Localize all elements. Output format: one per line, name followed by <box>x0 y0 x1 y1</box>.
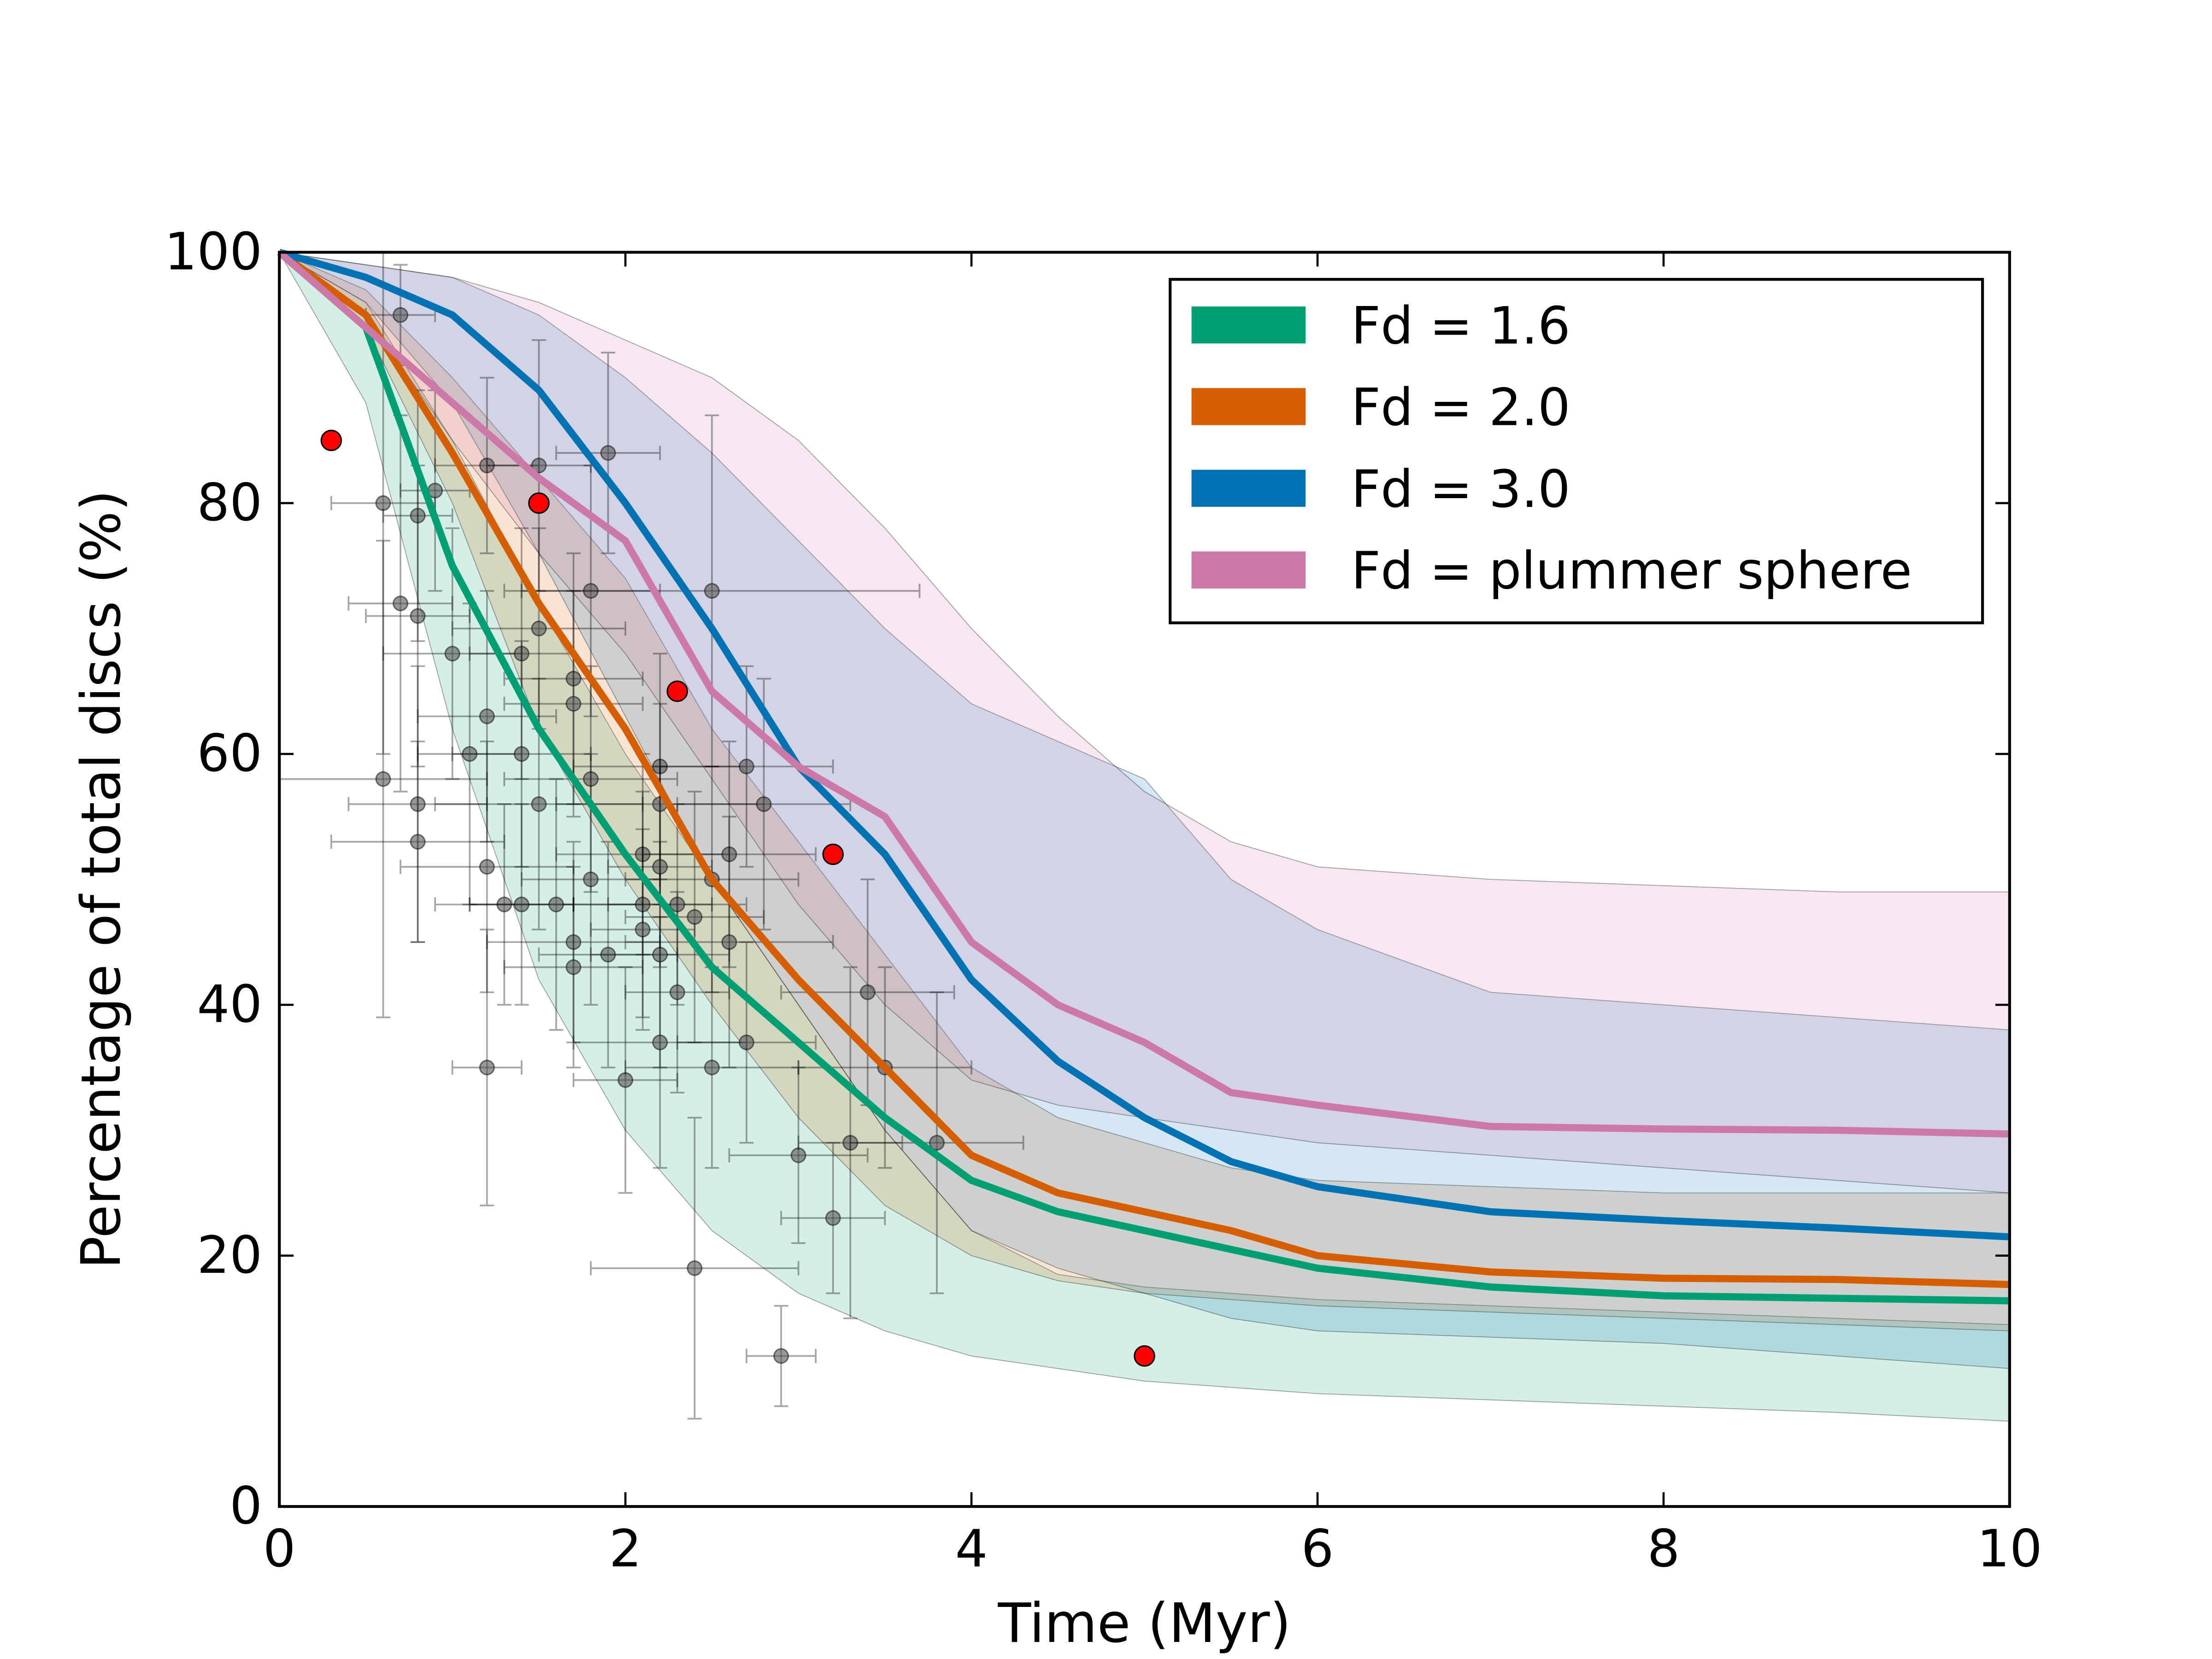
observation-point <box>738 759 754 775</box>
observation-point <box>565 959 582 975</box>
legend-label: Fd = 2.0 <box>1351 378 1571 438</box>
observation-point <box>410 507 426 524</box>
observation-point <box>513 646 529 662</box>
legend-swatch <box>1191 470 1306 507</box>
observation-point <box>825 1210 841 1226</box>
highlighted-point <box>1134 1345 1155 1367</box>
observation-point <box>669 896 685 912</box>
observation-point <box>496 896 512 912</box>
observation-point <box>583 771 599 787</box>
observation-point <box>721 934 737 950</box>
legend-label: Fd = 1.6 <box>1351 296 1571 356</box>
observation-point <box>479 1059 495 1076</box>
observation-point <box>652 1035 668 1051</box>
observation-point <box>687 1260 703 1276</box>
observation-point <box>600 947 616 963</box>
line <box>277 249 2010 1138</box>
observation-point <box>773 1348 789 1364</box>
observation-point <box>444 646 460 662</box>
observation-point <box>513 896 529 912</box>
x-axis-label: Time (Myr) <box>998 1592 1291 1655</box>
highlighted-point <box>822 843 844 865</box>
observation-point <box>565 671 582 687</box>
observation-point <box>738 1035 754 1051</box>
observation-point <box>375 495 391 511</box>
observation-point <box>410 796 426 812</box>
y-tick-label: 0 <box>229 1477 262 1536</box>
legend-swatch <box>1191 551 1306 589</box>
x-tick-label: 2 <box>609 1519 642 1579</box>
observation-point <box>565 696 582 712</box>
legend-label: Fd = 3.0 <box>1351 460 1571 519</box>
observation-point <box>410 608 426 624</box>
highlighted-point <box>528 492 550 514</box>
observation-point <box>756 796 772 812</box>
x-tick-label: 0 <box>263 1519 296 1579</box>
observation-point <box>790 1147 806 1164</box>
observation-point <box>635 922 651 938</box>
observation-point <box>410 834 426 850</box>
x-tick-label: 6 <box>1301 1519 1334 1579</box>
highlighted-point <box>320 429 342 451</box>
observation-point <box>393 307 409 323</box>
legend: Fd = 1.6 Fd = 2.0 Fd = 3.0 Fd = plummer sph… <box>1169 278 1984 624</box>
observation-point <box>531 796 547 812</box>
observation-point <box>393 595 409 612</box>
observation-point <box>479 458 495 474</box>
y-tick-label: 20 <box>197 1226 262 1285</box>
line <box>278 248 2010 1241</box>
observation-point <box>842 1135 859 1151</box>
observation-point <box>618 1072 634 1088</box>
observation-point <box>635 896 651 912</box>
y-tick-label: 100 <box>165 223 263 282</box>
observation-point <box>479 708 495 724</box>
x-tick-label: 4 <box>955 1519 988 1579</box>
observation-point <box>859 984 876 1000</box>
observation-point <box>652 859 668 875</box>
line <box>277 249 2010 1288</box>
observation-point <box>652 947 668 963</box>
observation-point <box>479 859 495 875</box>
y-tick-label: 40 <box>197 975 262 1035</box>
observation-point <box>531 458 547 474</box>
observation-point <box>513 746 529 762</box>
observation-point <box>583 583 599 599</box>
observation-point <box>375 771 391 787</box>
observation-point <box>687 909 703 925</box>
observation-point <box>721 846 737 862</box>
observation-point <box>652 759 668 775</box>
legend-swatch <box>1191 306 1306 344</box>
observation-point <box>531 620 547 636</box>
legend-swatch <box>1191 388 1306 425</box>
x-tick-label: 10 <box>1977 1519 2042 1579</box>
observation-point <box>565 934 582 950</box>
plot-frame <box>278 251 2011 1508</box>
observation-point <box>669 984 685 1000</box>
observation-point <box>548 896 564 912</box>
y-tick-label: 60 <box>197 724 262 783</box>
observation-point <box>704 1059 720 1076</box>
observation-point <box>462 746 478 762</box>
x-tick-label: 8 <box>1647 1519 1680 1579</box>
y-tick-label: 80 <box>197 473 262 533</box>
y-axis-label: Percentage of total discs (%) <box>70 490 133 1269</box>
line <box>277 249 2010 1305</box>
highlighted-point <box>666 680 688 702</box>
observation-point <box>635 846 651 862</box>
observation-point <box>704 583 720 599</box>
observation-point <box>583 871 599 888</box>
legend-label: Fd = plummer sphere <box>1351 541 1912 601</box>
observation-point <box>929 1135 945 1151</box>
observation-point <box>600 445 616 461</box>
